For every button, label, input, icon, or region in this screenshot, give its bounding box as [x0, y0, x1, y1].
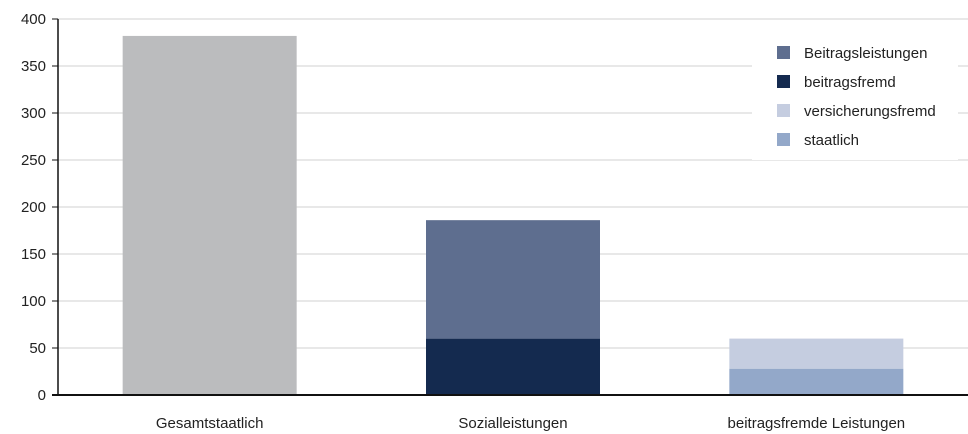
y-tick-label: 250: [21, 152, 46, 169]
y-tick-label: 150: [21, 246, 46, 263]
bar-2-4: [729, 338, 904, 369]
y-tick-label: 400: [21, 11, 46, 28]
legend-swatch: [777, 75, 790, 88]
legend-label: Beitragsleistungen: [804, 45, 927, 62]
legend-swatch: [777, 104, 790, 117]
bar-1-1: [426, 338, 600, 395]
legend-swatch: [777, 133, 790, 146]
category-label: Gesamtstaatlich: [156, 415, 264, 432]
bar-0-0: [122, 35, 297, 396]
y-tick-label: 50: [29, 340, 46, 357]
legend-label: staatlich: [804, 132, 859, 149]
category-label: Sozialleistungen: [458, 415, 567, 432]
category-labels: Gesamtstaatlich Sozialleistungen beitragsf…: [156, 415, 905, 432]
y-tick-label: 300: [21, 105, 46, 122]
y-tick-labels: 0 50 100 150 200 250 300 350 400: [21, 11, 46, 404]
y-tick-label: 0: [38, 387, 46, 404]
bar-2-3: [729, 368, 904, 395]
y-tick-label: 100: [21, 293, 46, 310]
legend-label: versicherungsfremd: [804, 103, 936, 120]
y-tick-label: 200: [21, 199, 46, 216]
legend-label: beitragsfremd: [804, 74, 896, 91]
legend: Beitragsleistungen beitragsfremd versicher…: [752, 34, 958, 160]
bars: [122, 35, 904, 396]
legend-swatch: [777, 46, 790, 59]
axes: [52, 18, 968, 396]
category-label: beitragsfremde Leistungen: [728, 415, 906, 432]
bar-1-2: [426, 220, 600, 339]
y-tick-label: 350: [21, 58, 46, 75]
